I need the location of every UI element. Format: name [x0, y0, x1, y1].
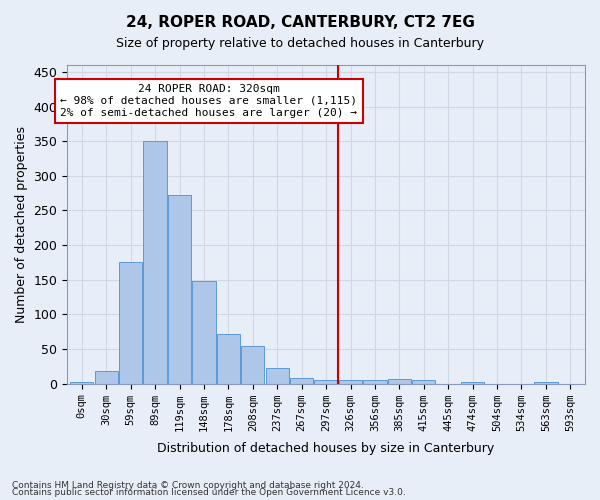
Bar	[266, 368, 289, 384]
Bar	[119, 262, 142, 384]
Bar	[70, 382, 94, 384]
Bar	[95, 370, 118, 384]
Bar	[143, 141, 167, 384]
Bar	[193, 281, 215, 384]
Bar	[412, 380, 436, 384]
Bar	[339, 380, 362, 384]
Text: Contains HM Land Registry data © Crown copyright and database right 2024.: Contains HM Land Registry data © Crown c…	[12, 480, 364, 490]
Bar	[217, 334, 240, 384]
Text: 24, ROPER ROAD, CANTERBURY, CT2 7EG: 24, ROPER ROAD, CANTERBURY, CT2 7EG	[125, 15, 475, 30]
Bar	[388, 379, 411, 384]
Bar	[241, 346, 265, 384]
Bar	[168, 195, 191, 384]
X-axis label: Distribution of detached houses by size in Canterbury: Distribution of detached houses by size …	[157, 442, 495, 455]
Bar	[535, 382, 557, 384]
Bar	[461, 382, 484, 384]
Bar	[290, 378, 313, 384]
Y-axis label: Number of detached properties: Number of detached properties	[15, 126, 28, 323]
Text: Size of property relative to detached houses in Canterbury: Size of property relative to detached ho…	[116, 38, 484, 51]
Text: Contains public sector information licensed under the Open Government Licence v3: Contains public sector information licen…	[12, 488, 406, 497]
Bar	[364, 380, 386, 384]
Text: 24 ROPER ROAD: 320sqm
← 98% of detached houses are smaller (1,115)
2% of semi-de: 24 ROPER ROAD: 320sqm ← 98% of detached …	[61, 84, 358, 117]
Bar	[314, 380, 338, 384]
